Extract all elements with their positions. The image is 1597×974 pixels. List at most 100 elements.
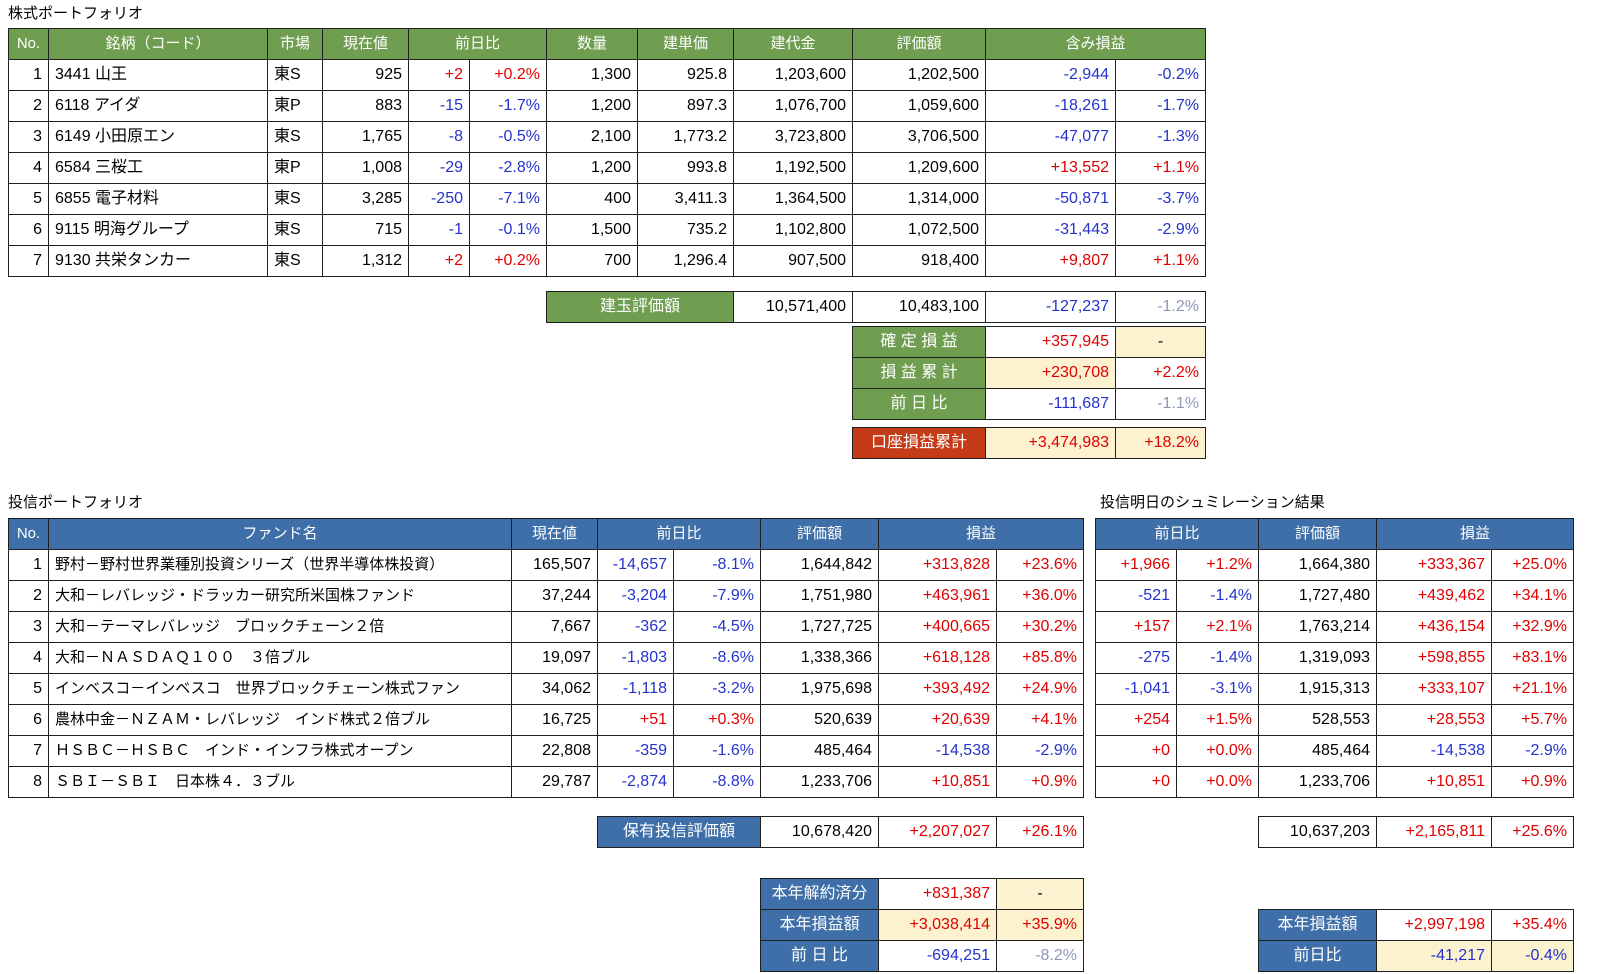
summary-label[interactable]: 損 益 累 計 <box>852 357 986 389</box>
day-change[interactable]: -1,041 <box>1095 673 1177 705</box>
day-change[interactable]: -1,803 <box>597 642 674 674</box>
valuation[interactable]: 1,644,842 <box>760 549 879 581</box>
cost-amount[interactable]: 907,500 <box>733 245 853 277</box>
day-change[interactable]: -14,657 <box>597 549 674 581</box>
day-change-pct[interactable]: -2.8% <box>469 152 547 184</box>
column-header[interactable]: 銘柄（コード） <box>48 28 268 60</box>
day-change-pct[interactable]: -8.6% <box>673 642 761 674</box>
row-number[interactable]: 1 <box>8 59 49 91</box>
day-change-pct[interactable]: +0.0% <box>1176 766 1259 798</box>
day-change-pct[interactable]: -1.4% <box>1176 642 1259 674</box>
amount[interactable]: -41,217 <box>1376 940 1492 972</box>
column-header[interactable]: 前日比 <box>1095 518 1259 550</box>
cost-amount[interactable]: 1,203,600 <box>733 59 853 91</box>
market[interactable]: 東S <box>267 121 323 153</box>
unrealized-pl[interactable]: -47,077 <box>985 121 1116 153</box>
unit-price[interactable]: 1,296.4 <box>637 245 734 277</box>
day-change-pct[interactable]: -4.5% <box>673 611 761 643</box>
column-header[interactable]: 評価額 <box>760 518 879 550</box>
percent[interactable]: -0.4% <box>1491 940 1574 972</box>
day-change[interactable]: -275 <box>1095 642 1177 674</box>
amount[interactable]: -111,687 <box>985 388 1116 420</box>
pl[interactable]: +439,462 <box>1376 580 1492 612</box>
current-price[interactable]: 16,725 <box>511 704 598 736</box>
day-change[interactable]: +254 <box>1095 704 1177 736</box>
amount[interactable]: +230,708 <box>985 357 1116 389</box>
valuation[interactable]: 3,706,500 <box>852 121 986 153</box>
day-change[interactable]: +1,966 <box>1095 549 1177 581</box>
row-number[interactable]: 5 <box>8 183 49 215</box>
day-change-pct[interactable]: -7.9% <box>673 580 761 612</box>
quantity[interactable]: 400 <box>546 183 638 215</box>
day-change[interactable]: -521 <box>1095 580 1177 612</box>
unit-price[interactable]: 1,773.2 <box>637 121 734 153</box>
valuation[interactable]: 918,400 <box>852 245 986 277</box>
percent[interactable]: +2.2% <box>1115 357 1206 389</box>
amount[interactable]: +3,474,983 <box>985 427 1116 459</box>
day-change-pct[interactable]: -3.1% <box>1176 673 1259 705</box>
amount[interactable]: +2,997,198 <box>1376 909 1492 941</box>
pl[interactable]: +313,828 <box>878 549 997 581</box>
percent[interactable]: -8.2% <box>996 940 1084 972</box>
column-header[interactable]: 市場 <box>267 28 323 60</box>
unrealized-pl[interactable]: -50,871 <box>985 183 1116 215</box>
fund-name[interactable]: インベスコ－インベスコ 世界ブロックチェーン株式ファン <box>48 673 512 705</box>
unrealized-pl-pct[interactable]: -1.7% <box>1115 90 1206 122</box>
pl-pct[interactable]: +32.9% <box>1491 611 1574 643</box>
valuation[interactable]: 1,664,380 <box>1258 549 1377 581</box>
fund-name[interactable]: 大和－テーマレバレッジ ブロックチェーン２倍 <box>48 611 512 643</box>
day-change-pct[interactable]: +1.5% <box>1176 704 1259 736</box>
day-change[interactable]: -359 <box>597 735 674 767</box>
pl-pct[interactable]: +21.1% <box>1491 673 1574 705</box>
fund-name[interactable]: 大和－レバレッジ・ドラッカー研究所米国株ファンド <box>48 580 512 612</box>
day-change-pct[interactable]: -1.7% <box>469 90 547 122</box>
day-change-pct[interactable]: -8.8% <box>673 766 761 798</box>
pl[interactable]: +400,665 <box>878 611 997 643</box>
day-change[interactable]: +0 <box>1095 766 1177 798</box>
fund-name[interactable]: 大和－ＮＡＳＤＡＱ１００ ３倍ブル <box>48 642 512 674</box>
row-number[interactable]: 2 <box>8 90 49 122</box>
percent[interactable]: - <box>996 878 1084 910</box>
column-header[interactable]: No. <box>8 28 49 60</box>
cost-total[interactable]: 10,571,400 <box>733 291 853 323</box>
pl[interactable]: +333,367 <box>1376 549 1492 581</box>
quantity[interactable]: 1,200 <box>546 90 638 122</box>
quantity[interactable]: 1,300 <box>546 59 638 91</box>
summary-label[interactable]: 本年解約済分 <box>760 878 879 910</box>
stock-name[interactable]: 9115 明海グループ <box>48 214 268 246</box>
valuation[interactable]: 1,338,366 <box>760 642 879 674</box>
pl[interactable]: -14,538 <box>878 735 997 767</box>
pl[interactable]: +28,553 <box>1376 704 1492 736</box>
cost-amount[interactable]: 1,192,500 <box>733 152 853 184</box>
current-price[interactable]: 1,765 <box>322 121 409 153</box>
day-change-pct[interactable]: -1.4% <box>1176 580 1259 612</box>
stock-name[interactable]: 6149 小田原エン <box>48 121 268 153</box>
unit-price[interactable]: 735.2 <box>637 214 734 246</box>
current-price[interactable]: 1,312 <box>322 245 409 277</box>
unit-price[interactable]: 897.3 <box>637 90 734 122</box>
current-price[interactable]: 883 <box>322 90 409 122</box>
valuation-total[interactable]: 10,637,203 <box>1258 816 1377 848</box>
stock-name[interactable]: 6584 三桜工 <box>48 152 268 184</box>
current-price[interactable]: 1,008 <box>322 152 409 184</box>
valuation[interactable]: 1,059,600 <box>852 90 986 122</box>
cost-amount[interactable]: 1,364,500 <box>733 183 853 215</box>
unrealized-pl[interactable]: -31,443 <box>985 214 1116 246</box>
day-change-pct[interactable]: +2.1% <box>1176 611 1259 643</box>
column-header[interactable]: ファンド名 <box>48 518 512 550</box>
valuation[interactable]: 1,763,214 <box>1258 611 1377 643</box>
current-price[interactable]: 34,062 <box>511 673 598 705</box>
column-header[interactable]: 含み損益 <box>985 28 1206 60</box>
day-change[interactable]: -1 <box>408 214 470 246</box>
pl-pct[interactable]: +30.2% <box>996 611 1084 643</box>
valuation[interactable]: 1,209,600 <box>852 152 986 184</box>
percent[interactable]: - <box>1115 326 1206 358</box>
column-header[interactable]: 現在値 <box>322 28 409 60</box>
pl-pct[interactable]: +36.0% <box>996 580 1084 612</box>
fund-name[interactable]: ＨＳＢＣ－ＨＳＢＣ インド・インフラ株式オープン <box>48 735 512 767</box>
day-change-pct[interactable]: -7.1% <box>469 183 547 215</box>
column-header[interactable]: 評価額 <box>852 28 986 60</box>
pl-total[interactable]: -127,237 <box>985 291 1116 323</box>
valuation-total[interactable]: 10,483,100 <box>852 291 986 323</box>
day-change-pct[interactable]: +1.2% <box>1176 549 1259 581</box>
